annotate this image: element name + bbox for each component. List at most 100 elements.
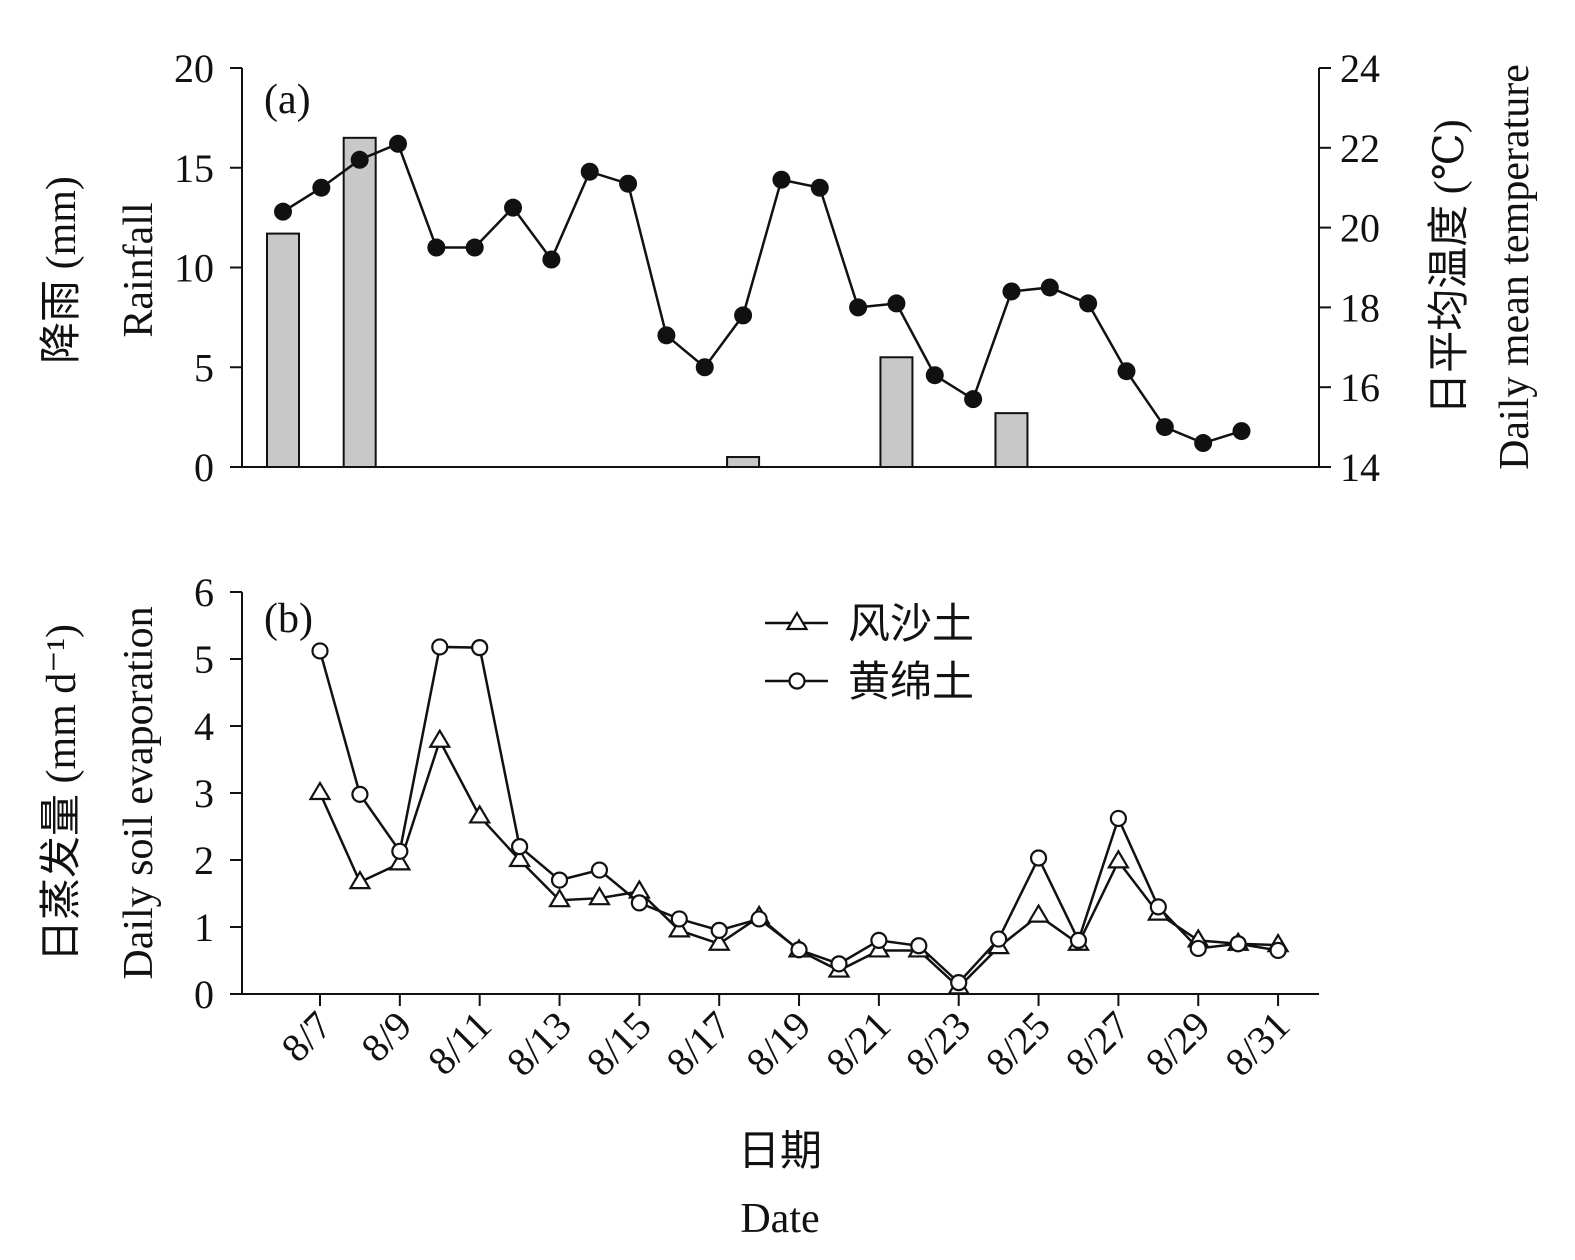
evaporation-series xyxy=(308,638,1290,995)
series-fengshatu-point xyxy=(428,728,452,748)
temperature-point xyxy=(504,198,523,217)
panel-a-right-tick-label: 22 xyxy=(1340,126,1380,171)
series-huangmiantu-point xyxy=(1269,941,1287,960)
panel-b-y-title-cn: 日蒸发量 (mm d⁻¹) xyxy=(39,624,85,962)
series-fengshatu-point xyxy=(388,851,412,871)
panel-a-left-title-en: Rainfall xyxy=(116,202,162,337)
panel-b-y-ticks: 0 1 2 3 4 5 6 xyxy=(194,570,242,1017)
series-fengshatu-point xyxy=(348,869,372,890)
series-huangmiantu-point xyxy=(670,910,688,928)
temperature-point xyxy=(312,178,331,197)
panel-b-x-tick-label: 8/9 xyxy=(352,1003,420,1071)
temperature-point xyxy=(772,170,791,189)
panel-b-y-tick-label: 4 xyxy=(194,704,214,749)
panel-b-x-tick-label: 8/31 xyxy=(1216,1003,1298,1085)
series-huangmiantu-point xyxy=(391,842,409,860)
series-huangmiantu-point xyxy=(910,937,928,955)
panel-b-y-tick-label: 1 xyxy=(194,905,214,950)
series-huangmiantu-point xyxy=(590,861,609,879)
panel-a-right-ticks: 14 16 18 20 22 24 xyxy=(1319,46,1380,490)
series-fengshatu-point xyxy=(1106,849,1130,869)
panel-b-y-title-en: Daily soil evaporation xyxy=(116,606,162,979)
temperature-series xyxy=(274,134,1251,453)
series-fengshatu-point xyxy=(508,847,532,868)
panel-a-right-title-cn: 日平均温度 (℃) xyxy=(1427,119,1473,414)
panel-b-x-tick-label: 8/23 xyxy=(897,1003,979,1085)
temperature-point xyxy=(580,162,599,181)
panel-b-x-tick-label: 8/15 xyxy=(578,1003,660,1085)
temperature-point xyxy=(657,326,676,345)
temperature-point xyxy=(1079,294,1098,313)
series-huangmiantu-point xyxy=(790,941,808,959)
panel-b-x-tick-label: 8/13 xyxy=(498,1003,580,1085)
temperature-point xyxy=(1040,278,1059,297)
series-huangmiantu-point xyxy=(1029,849,1048,867)
series-fengshatu-point xyxy=(1027,903,1050,923)
series-huangmiantu-point xyxy=(351,785,369,803)
panel-a-right-tick-label: 16 xyxy=(1340,365,1380,410)
series-huangmiantu-point xyxy=(550,871,569,889)
temperature-point xyxy=(810,178,829,197)
series-huangmiantu-point xyxy=(990,930,1008,948)
temperature-point xyxy=(925,366,944,385)
series-huangmiantu-point xyxy=(1149,898,1167,916)
series-fengshatu-point xyxy=(667,918,691,938)
series-huangmiantu-point xyxy=(830,955,848,973)
series-fengshatu-point xyxy=(308,780,332,801)
series-fengshatu-point xyxy=(548,888,571,908)
temperature-point xyxy=(542,250,561,269)
legend-label: 黄绵土 xyxy=(848,660,974,706)
series-huangmiantu-point xyxy=(710,921,728,939)
legend-label: 风沙土 xyxy=(848,602,974,648)
panel-b-x-ticks: 8/7 8/98/118/138/158/178/198/218/238/258/… xyxy=(272,994,1298,1085)
series-huangmiantu-point xyxy=(750,910,768,928)
series-huangmiantu-point xyxy=(1069,931,1088,950)
series-huangmiantu-point xyxy=(431,638,449,656)
series-huangmiantu-point xyxy=(510,837,529,856)
panel-a-right-tick-label: 20 xyxy=(1340,206,1380,251)
panel-b-x-tick-label: 8/11 xyxy=(419,1003,500,1084)
temperature-point xyxy=(695,358,714,377)
rainfall-bar xyxy=(879,356,914,468)
panel-a-left-tick-label: 15 xyxy=(174,146,214,191)
panel-b-x-tick-label: 8/19 xyxy=(737,1003,819,1085)
series-huangmiantu-point xyxy=(471,639,489,657)
temperature-point xyxy=(1232,422,1251,441)
panel-a-left-title-cn: 降雨 (mm) xyxy=(39,176,85,364)
panel-a-right-title-en: Daily mean temperature xyxy=(1492,64,1538,470)
legend-triangle-marker xyxy=(785,610,809,631)
x-axis-title-cn: 日期 xyxy=(738,1129,822,1175)
panel-a-right-tick-label: 18 xyxy=(1340,285,1380,330)
temperature-point xyxy=(1194,434,1213,453)
temperature-point xyxy=(274,202,292,221)
panel-a-left-ticks: 0 5 10 15 20 xyxy=(174,46,242,490)
rainfall-bar xyxy=(266,232,300,468)
temperature-point xyxy=(1155,418,1174,437)
series-huangmiantu-point xyxy=(1189,939,1207,958)
rainfall-bar xyxy=(994,412,1029,469)
temperature-point xyxy=(849,298,868,317)
temperature-point xyxy=(1002,282,1021,301)
series-huangmiantu-point xyxy=(870,931,888,950)
legend-circle-marker xyxy=(788,672,806,690)
series-huangmiantu-line xyxy=(318,645,1279,985)
panel-a-left-tick-label: 0 xyxy=(194,445,214,490)
temperature-point xyxy=(1117,362,1136,381)
temperature-point xyxy=(465,238,484,257)
temperature-point xyxy=(887,294,906,313)
panel-a-left-tick-label: 5 xyxy=(194,345,214,390)
panel-b-y-tick-label: 3 xyxy=(194,771,214,816)
panel-b-y-tick-label: 0 xyxy=(194,972,214,1017)
rainfall-bars xyxy=(266,136,1029,469)
series-huangmiantu-point xyxy=(311,642,329,660)
panel-a-left-tick-label: 20 xyxy=(174,46,214,91)
series-huangmiantu-point xyxy=(630,894,648,912)
temperature-line xyxy=(282,142,1242,445)
panel-b-x-tick-label: 8/17 xyxy=(657,1003,739,1085)
rainfall-bar xyxy=(342,136,377,468)
series-fengshatu-point xyxy=(468,804,492,824)
panel-b-y-tick-label: 6 xyxy=(194,570,214,615)
